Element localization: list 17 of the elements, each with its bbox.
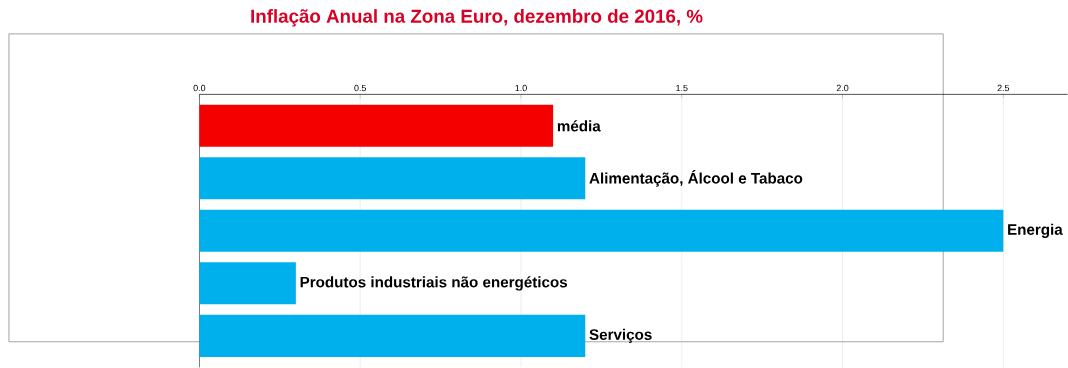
x-tick-label: 2.0 [836, 84, 849, 92]
x-tick-label: 1.0 [515, 84, 527, 92]
bar [199, 262, 296, 305]
x-tick-label: 0.5 [354, 84, 367, 92]
bar [199, 157, 586, 200]
x-tick-label: 2.5 [997, 84, 1010, 92]
y-tick-label: Produtos industriais não energéticos [300, 276, 568, 291]
y-tick-label: Energia [1008, 223, 1063, 239]
chart-title: Inflação Anual na Zona Euro, dezembro de 2016, % [251, 9, 703, 27]
y-tick-label: média [557, 120, 601, 132]
bar [199, 315, 586, 357]
x-tick-label: 0.0 [193, 84, 206, 92]
y-tick-label: Serviços [589, 328, 652, 344]
y-tick-label: Alimentação, Álcool e Tabaco [589, 170, 803, 187]
bar [199, 209, 1004, 252]
x-tick-label: 1.5 [676, 85, 688, 92]
bar [199, 104, 554, 147]
